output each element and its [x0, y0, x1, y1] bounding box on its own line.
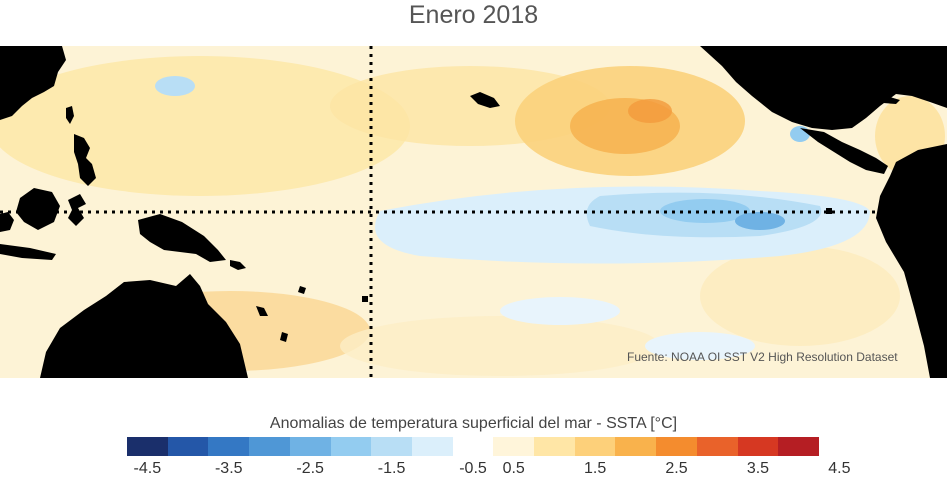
land-cuba	[848, 90, 900, 104]
land-new-guinea	[138, 214, 226, 262]
colorbar-segment	[737, 437, 779, 456]
ssta-map	[0, 46, 947, 378]
map-title: Enero 2018	[408, 1, 539, 29]
land-south-america	[876, 144, 947, 378]
land-new-caledonia	[256, 306, 268, 316]
land-masses	[0, 46, 947, 378]
land-hawaii	[470, 92, 500, 108]
colorbar-tick-label: -1.5	[377, 460, 406, 477]
colorbar-title: Anomalias de temperatura superficial del…	[269, 415, 678, 432]
cool-region-east-core	[735, 212, 785, 230]
cool-region-southeast-patch	[645, 332, 755, 360]
colorbar-segment	[371, 437, 412, 456]
colorbar-segment	[534, 437, 575, 456]
colorbar-segment	[778, 437, 819, 456]
land-galapagos	[826, 208, 832, 214]
colorbar-segment	[208, 437, 250, 456]
cool-region-east-coast	[790, 126, 810, 142]
colorbar-segment	[574, 437, 616, 456]
colorbar-segment	[452, 437, 494, 456]
colorbar-segment	[289, 437, 331, 456]
land-samoa	[362, 296, 368, 302]
colorbar-tick-label: -2.5	[296, 460, 324, 477]
land-fiji	[298, 286, 306, 294]
warm-region-south-central	[340, 316, 660, 376]
land-java	[0, 244, 56, 260]
data-source-note: Fuente: NOAA OI SST V2 High Resolution D…	[627, 350, 898, 364]
land-taiwan	[66, 106, 74, 124]
colorbar-tick-label: -0.5	[459, 460, 487, 477]
colorbar-segment	[615, 437, 657, 456]
land-sulawesi	[68, 194, 86, 226]
colorbar-segment	[656, 437, 697, 456]
colorbar-tick-label: 3.5	[746, 460, 770, 477]
colorbar-tick-label: 4.5	[828, 460, 851, 477]
land-borneo	[16, 188, 60, 230]
land-australia	[40, 274, 248, 378]
colorbar	[127, 437, 819, 456]
colorbar-segment	[127, 437, 168, 456]
cool-region-north-patch	[155, 76, 195, 96]
colorbar-tick-label: 2.5	[665, 460, 688, 477]
land-solomon-islands	[230, 260, 246, 270]
land-vanuatu	[280, 332, 288, 342]
warm-region-southeast	[700, 246, 900, 346]
warm-region-northwest	[0, 56, 410, 196]
cool-region-south-patch	[500, 297, 620, 325]
land-asia	[0, 46, 66, 120]
colorbar-tick-label: 1.5	[583, 460, 607, 477]
colorbar-segment	[167, 437, 209, 456]
colorbar-segment	[411, 437, 453, 456]
colorbar-segment	[696, 437, 738, 456]
land-central-america	[800, 128, 888, 174]
colorbar-segment	[330, 437, 372, 456]
colorbar-segment	[249, 437, 290, 456]
cool-anomaly-regions	[155, 76, 870, 360]
colorbar-tick-label: 0.5	[502, 460, 525, 477]
colorbar-tick-label: -4.5	[133, 460, 162, 477]
colorbar-ticks: -4.5 -3.5 -2.5 -1.5 -0.5 0.5 1.5 2.5 3.5 4.5	[127, 460, 851, 480]
land-north-america	[700, 46, 947, 130]
land-philippines	[74, 134, 96, 186]
warm-region-northeast-hot	[628, 99, 672, 123]
colorbar-segment	[493, 437, 535, 456]
colorbar-tick-label: -3.5	[214, 460, 243, 477]
land-sumatra	[0, 212, 14, 232]
